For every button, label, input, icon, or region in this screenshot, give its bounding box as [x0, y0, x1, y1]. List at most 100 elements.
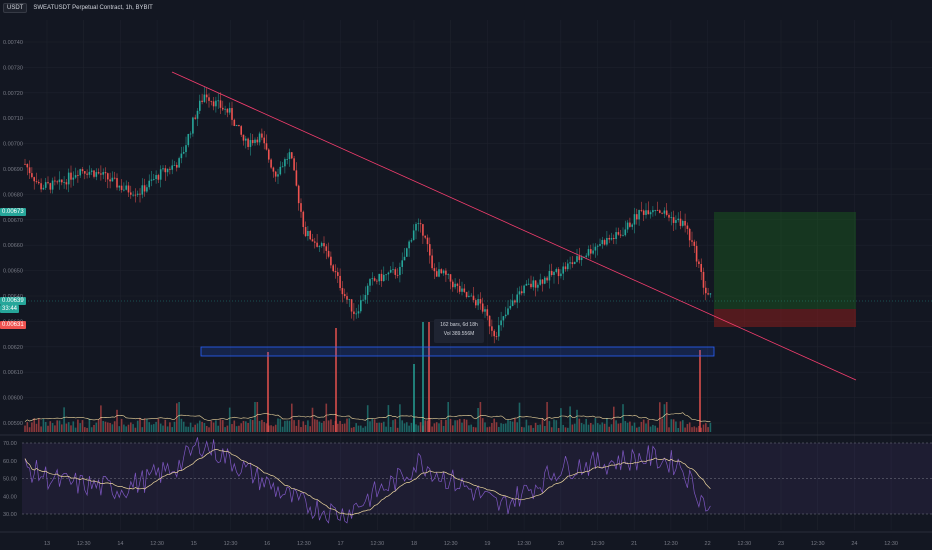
volume-bar: [201, 421, 203, 432]
volume-bar: [548, 421, 551, 432]
volume-bar: [24, 425, 26, 432]
volume-bar: [245, 421, 247, 432]
candle-body: [438, 269, 440, 277]
volume-bar: [523, 427, 525, 432]
candle-body: [84, 171, 86, 174]
candle-body: [63, 182, 65, 183]
candle-body: [295, 170, 298, 186]
support-zone[interactable]: [200, 346, 715, 357]
volume-bar: [291, 403, 293, 432]
symbol-button[interactable]: USDT: [3, 3, 28, 13]
candle-body: [385, 274, 387, 276]
candle-body: [564, 266, 567, 270]
candle-body: [530, 283, 532, 288]
volume-bar: [127, 424, 130, 432]
volume-bar: [38, 418, 40, 432]
volume-bar: [281, 426, 284, 432]
current-price-tag: 0.00673: [0, 208, 26, 216]
volume-bar: [608, 426, 610, 432]
volume-bar: [576, 409, 578, 432]
volume-bar: [463, 419, 466, 432]
volume-bar: [208, 427, 210, 432]
volume-bar: [288, 420, 291, 432]
volume-bar: [560, 408, 562, 432]
volume-bar: [668, 427, 670, 432]
volume-bar: [521, 426, 523, 432]
volume-bar: [192, 427, 194, 432]
candle-body: [130, 192, 132, 195]
candle-body: [585, 255, 587, 257]
volume-bar: [578, 418, 581, 432]
volume-bar: [187, 426, 190, 432]
candle-body: [74, 175, 77, 178]
candle-body: [297, 185, 300, 204]
candle-body: [603, 240, 606, 245]
volume-bar: [606, 418, 608, 432]
volume-bar: [295, 425, 298, 432]
volume-bar: [537, 425, 539, 432]
volume-bar: [203, 423, 206, 432]
volume-bar: [449, 418, 452, 432]
volume-bar: [445, 419, 447, 432]
volume-bar: [569, 406, 571, 432]
volume-bar: [369, 421, 371, 432]
candle-body: [647, 210, 650, 215]
candle-body: [709, 293, 712, 295]
candle-body: [500, 320, 502, 326]
volume-bar: [90, 427, 93, 432]
candle-body: [270, 159, 272, 168]
stop-zone[interactable]: [714, 309, 856, 327]
candle-body: [502, 316, 505, 321]
volume-bar: [601, 422, 604, 432]
candle-body: [527, 283, 530, 285]
candle-body: [360, 300, 362, 312]
candle-body: [573, 261, 576, 265]
volume-bar: [47, 425, 49, 432]
candle-body: [645, 210, 647, 215]
volume-bar: [162, 425, 164, 432]
volume-bar: [166, 426, 169, 432]
volume-bar: [323, 421, 325, 432]
volume-bar: [498, 426, 500, 432]
candle-body: [555, 269, 558, 272]
price-axis-label: 0.00700: [3, 142, 23, 148]
time-axis-label: 12:30: [150, 541, 164, 547]
candle-body: [567, 263, 569, 270]
last-price-tag: 0.00639: [0, 297, 26, 305]
candle-body: [617, 232, 620, 235]
volume-bar: [454, 420, 456, 432]
volume-bar: [132, 424, 134, 432]
candle-body: [412, 230, 415, 241]
volume-bar: [705, 423, 707, 432]
volume-bar: [525, 419, 528, 432]
candle-body: [486, 309, 489, 316]
candle-body: [633, 214, 636, 225]
volume-bar: [350, 427, 353, 432]
volume-bar: [619, 423, 622, 432]
volume-bar: [51, 423, 54, 432]
volume-bar: [155, 421, 157, 432]
candle-body: [454, 283, 456, 288]
candle-body: [378, 273, 380, 282]
candle-body: [688, 228, 691, 241]
profit-zone[interactable]: [714, 212, 856, 309]
volume-bar: [217, 425, 219, 432]
volume-bar: [603, 423, 606, 432]
price-axis-label: 0.00660: [3, 243, 23, 249]
volume-bar: [26, 422, 29, 432]
volume-bar: [385, 426, 387, 432]
candle-body: [212, 101, 215, 107]
volume-bar: [507, 419, 509, 432]
volume-bar: [458, 418, 461, 432]
candle-body: [442, 270, 445, 274]
candle-body: [592, 250, 594, 254]
volume-bar: [116, 409, 118, 432]
trend-line[interactable]: [171, 71, 857, 381]
candle-body: [410, 240, 413, 242]
candle-body: [141, 185, 144, 195]
candle-body: [548, 271, 551, 281]
volume-bar: [679, 421, 682, 432]
candle-body: [339, 275, 341, 289]
volume-spike: [413, 364, 415, 432]
